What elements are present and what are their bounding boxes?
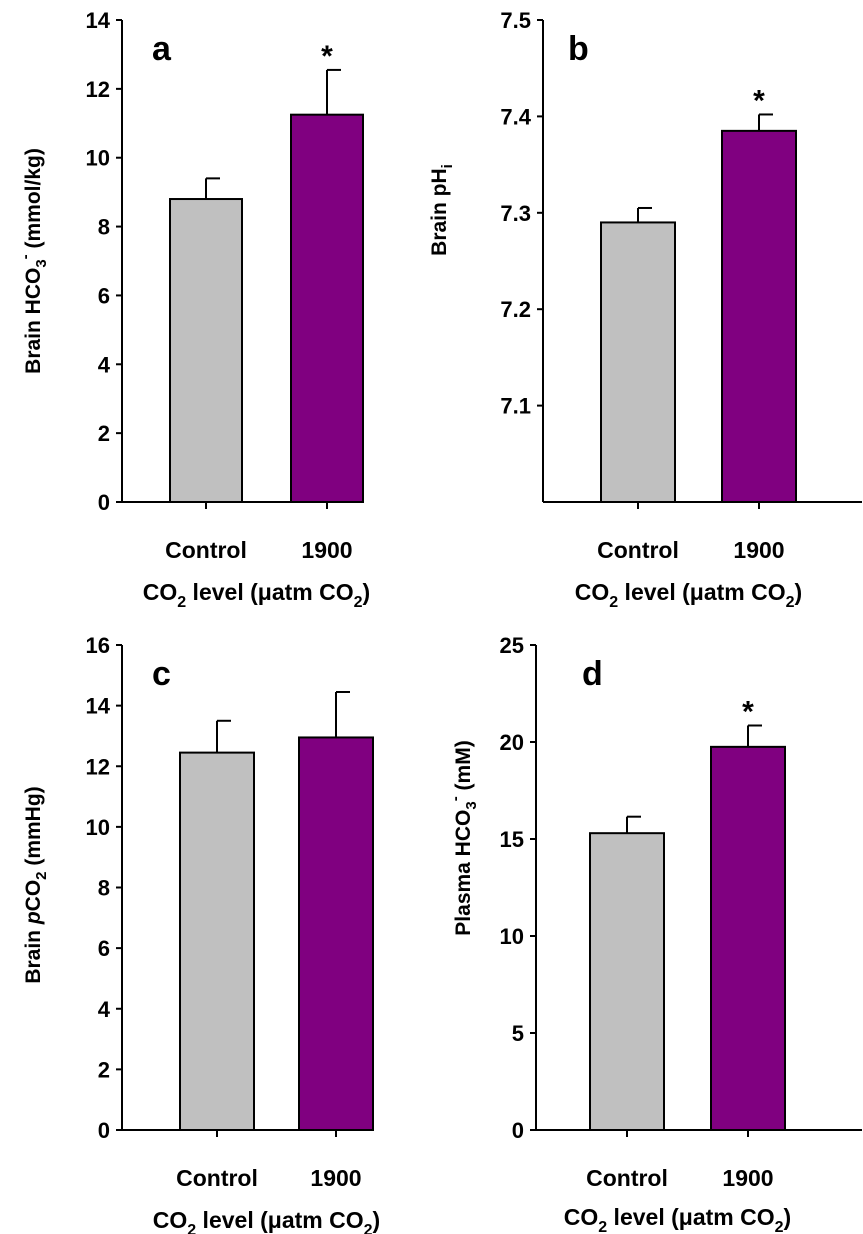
y-tick-label: 12 [86, 754, 110, 779]
y-tick-label: 6 [98, 283, 110, 308]
y-axis-title: Plasma HCO3- (mM) [447, 740, 480, 935]
significance-marker: * [742, 696, 754, 729]
y-axis-title: Brain pCO2 (mmHg) [22, 786, 50, 983]
panel-letter: d [582, 655, 603, 693]
significance-marker: * [321, 40, 333, 73]
y-tick-label: 15 [500, 827, 524, 852]
y-tick-label: 0 [98, 490, 110, 515]
y-tick-label: 0 [512, 1118, 524, 1143]
bar-control [169, 198, 243, 503]
panel-b: 7.1 7.2 7.3 7.4 7.5 Control * 1900 b CO2 level (μ… [428, 8, 862, 611]
significance-marker: * [753, 84, 765, 117]
x-axis-title: CO2 level (μatm CO2) [153, 1207, 380, 1234]
y-tick-label: 7.1 [500, 394, 531, 419]
y-axis-title: Brain HCO3- (mmol/kg) [17, 148, 50, 374]
bar-control [589, 832, 665, 1131]
y-tick-label: 7.2 [500, 297, 531, 322]
category-label: Control [597, 537, 679, 563]
bar-1900 [721, 129, 797, 504]
y-tick-label: 6 [98, 936, 110, 961]
y-tick-label: 7.4 [500, 104, 531, 129]
y-tick-label: 7.5 [500, 8, 531, 33]
y-tick-label: 7.3 [500, 201, 531, 226]
bar-1900 [710, 745, 786, 1131]
x-axis-title: CO2 level (μatm CO2) [575, 579, 802, 611]
bar-control [179, 751, 255, 1131]
y-tick-label: 14 [86, 8, 111, 33]
panel-letter: b [568, 30, 589, 68]
panel-d: 0 5 10 15 20 25 Control * 1900 d CO2 level (μatm C… [447, 633, 862, 1234]
category-label: 1900 [310, 1165, 361, 1191]
y-tick-label: 10 [86, 815, 110, 840]
y-tick-label: 8 [98, 215, 110, 240]
y-axis-title: Brain pHi [428, 164, 456, 256]
category-label: 1900 [722, 1165, 773, 1191]
y-tick-label: 2 [98, 421, 110, 446]
x-axis-title: CO2 level (μatm CO2) [143, 579, 370, 611]
y-tick-label: 16 [86, 633, 110, 658]
panel-letter: a [152, 30, 172, 68]
y-tick-label: 25 [500, 633, 524, 658]
y-tick-label: 4 [98, 997, 111, 1022]
y-tick-label: 5 [512, 1021, 524, 1046]
y-tick-label: 20 [500, 730, 524, 755]
bar-1900 [290, 113, 364, 504]
panel-c: 0 2 4 6 8 10 12 14 16 Control 1900 c CO2 level (μatm… [22, 633, 380, 1234]
y-tick-label: 0 [98, 1118, 110, 1143]
panel-letter: c [152, 655, 171, 693]
y-tick-label: 12 [86, 77, 110, 102]
y-tick-label: 10 [500, 924, 524, 949]
category-label: 1900 [301, 537, 352, 563]
x-axis-title: CO2 level (μatm CO2) [564, 1204, 791, 1234]
y-tick-label: 10 [86, 146, 110, 171]
bar-control [600, 221, 676, 503]
category-label: Control [176, 1165, 258, 1191]
y-tick-label: 2 [98, 1057, 110, 1082]
category-label: Control [165, 537, 247, 563]
bar-1900 [298, 736, 374, 1131]
category-label: 1900 [733, 537, 784, 563]
panel-a: 0 2 4 6 8 10 12 14 Control * 1900 a CO2 level (μatm … [17, 8, 370, 611]
y-tick-label: 8 [98, 876, 110, 901]
category-label: Control [586, 1165, 668, 1191]
y-tick-label: 4 [98, 352, 111, 377]
y-tick-label: 14 [86, 694, 111, 719]
